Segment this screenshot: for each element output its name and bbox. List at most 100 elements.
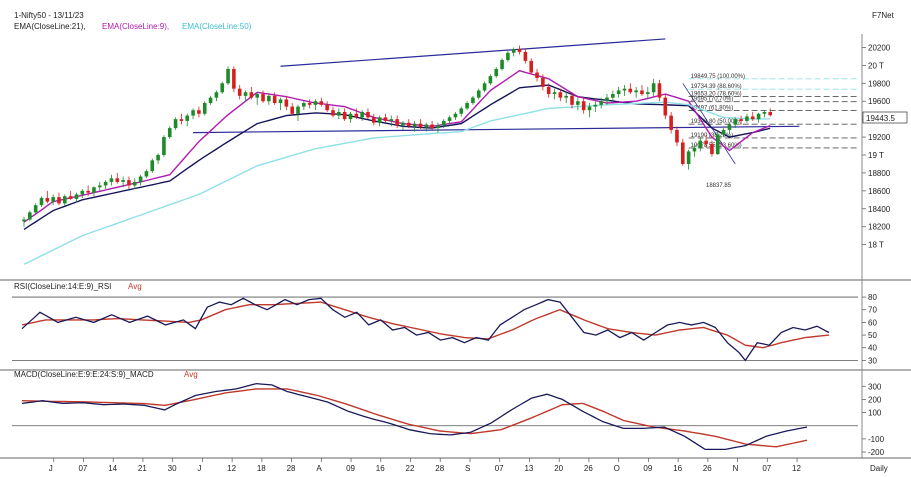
candle-body [302, 103, 306, 107]
candle-body [476, 90, 481, 98]
macd-avg-legend: Avg [184, 370, 198, 379]
y-tick-label: -200 [868, 448, 885, 457]
upper-trendline [280, 38, 666, 67]
y-tick-label: 19 T [868, 151, 884, 160]
x-tick-label: 26 [703, 464, 712, 473]
candle-body [33, 205, 38, 213]
candle-body [412, 123, 417, 127]
candle-body [290, 106, 294, 114]
x-tick-label: N [733, 464, 739, 473]
candle-body [453, 113, 458, 118]
candle-body [768, 111, 773, 116]
ema21-legend: EMA(CloseLine:21), [14, 22, 86, 31]
x-tick-label: 28 [287, 464, 296, 473]
x-tick-label: 21 [138, 464, 147, 473]
candle-body [220, 83, 225, 93]
y-tick-label: 30 [868, 356, 877, 365]
rsi-line [21, 297, 830, 362]
candle-body [494, 68, 499, 77]
x-tick-label: 30 [168, 464, 177, 473]
candle-body [576, 101, 580, 105]
candle-body [383, 117, 388, 121]
candle-body [272, 95, 277, 104]
x-tick-label: 12 [227, 464, 236, 473]
y-tick-label: 18 T [868, 241, 884, 250]
candle-body [488, 76, 493, 84]
fib-level-label: 19595 (70.70%) [691, 97, 734, 103]
y-tick-label: 19200 [868, 133, 891, 142]
candle-body [663, 97, 668, 116]
candle-body [745, 116, 749, 121]
candle-body [115, 178, 120, 182]
candle-body [97, 185, 102, 188]
candle-body [715, 134, 720, 155]
x-tick-label: J [197, 464, 201, 473]
candle-body [243, 92, 248, 96]
y-tick-label: 20 T [868, 61, 884, 70]
candle-body [680, 142, 685, 164]
candle-body [249, 92, 254, 98]
candle-body [721, 129, 726, 135]
price-candles [22, 45, 773, 227]
candle-body [436, 125, 440, 129]
candle-body [727, 124, 732, 130]
candle-body [465, 103, 469, 109]
candle-body [348, 113, 353, 120]
x-tick-label: 16 [376, 464, 385, 473]
timeframe-label: Daily [870, 464, 888, 473]
candle-body [395, 119, 399, 126]
candle-body [197, 110, 201, 114]
x-tick-label: 09 [643, 464, 652, 473]
candle-body [366, 111, 370, 118]
macd-avg-line [21, 388, 808, 448]
candle-body [657, 83, 662, 98]
candle-body [103, 181, 108, 186]
chart-title: 1-Nifty50 - 13/11/23 [14, 11, 84, 20]
candle-body [342, 111, 347, 120]
candle-body [337, 111, 341, 116]
x-tick-label: 26 [584, 464, 593, 473]
macd-panel [12, 382, 858, 451]
candle-body [57, 197, 61, 204]
candle-body [144, 171, 149, 177]
y-tick-label: 18800 [868, 169, 891, 178]
candle-body [733, 119, 738, 125]
x-tick-label: 28 [435, 464, 444, 473]
candle-body [441, 120, 446, 126]
x-tick-label: O [614, 464, 620, 473]
candle-body [191, 110, 195, 116]
candle-body [331, 110, 335, 116]
macd-line [21, 382, 808, 451]
y-tick-label: 18400 [868, 205, 891, 214]
candle-body [570, 95, 574, 105]
candle-body [459, 108, 464, 114]
candle-body [599, 101, 603, 105]
x-tick-label: 20 [554, 464, 563, 473]
candle-body [360, 111, 364, 118]
candle-body [173, 119, 178, 129]
candle-body [202, 103, 207, 114]
x-tick-label: S [465, 464, 470, 473]
y-tick-label: 100 [868, 409, 882, 418]
candle-body [132, 181, 137, 186]
candle-body [651, 83, 656, 93]
candle-body [500, 59, 504, 69]
y-tick-label: 80 [868, 293, 877, 302]
candle-body [611, 94, 615, 98]
candle-body [28, 212, 32, 220]
candle-body [739, 119, 743, 121]
candle-body [150, 160, 155, 172]
candle-body [593, 104, 598, 107]
candle-body [156, 155, 160, 161]
fibonacci-levels: 19849.75 (100.00%) 19734.39 (88.60%)19653… [688, 74, 858, 149]
fib-level-label: 19343.80 (50.00%) [691, 119, 742, 125]
candle-body [138, 176, 143, 182]
candle-body [325, 104, 329, 111]
candle-body [640, 90, 644, 95]
candle-body [529, 60, 534, 73]
candle-body [127, 180, 131, 186]
candle-body [418, 123, 423, 128]
candle-body [80, 190, 85, 195]
candle-body [354, 113, 359, 118]
